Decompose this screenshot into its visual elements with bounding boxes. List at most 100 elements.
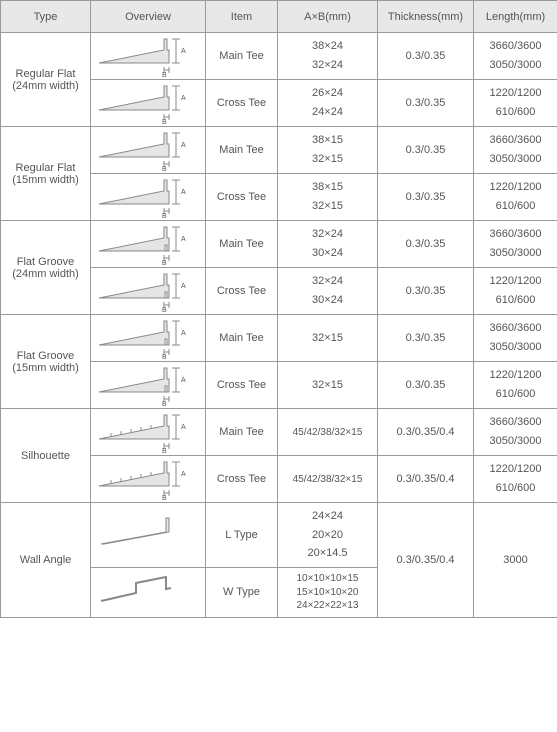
header-thickness: Thickness(mm) [378, 1, 474, 33]
svg-text:A: A [181, 283, 186, 290]
header-type: Type [1, 1, 91, 33]
table-row: Wall Angle L Type 24×24 20×20 20×14.5 0.… [1, 503, 557, 568]
svg-text:B: B [162, 307, 167, 312]
length-value: 1220/1200 [490, 275, 542, 287]
item-cell: Cross Tee [206, 362, 278, 409]
ab-value: 20×20 [312, 529, 343, 541]
ab-cell: 32×15 [278, 362, 378, 409]
thickness-cell: 0.3/0.35/0.4 [378, 409, 474, 456]
silhouette-profile-icon: A B [96, 458, 201, 500]
header-item: Item [206, 1, 278, 33]
length-cell: 1220/1200 610/600 [474, 268, 557, 315]
table-row: Flat Groove (24mm width) A B Main Tee 32… [1, 221, 557, 268]
svg-text:A: A [181, 236, 186, 243]
ab-cell: 38×15 32×15 [278, 174, 378, 221]
l-angle-profile-icon [96, 514, 201, 556]
item-cell: Main Tee [206, 33, 278, 80]
header-row: Type Overview Item A×B(mm) Thickness(mm)… [1, 1, 557, 33]
groove-profile-icon: A B [96, 270, 201, 312]
ab-value: 38×15 [312, 181, 343, 193]
ab-value: 38×24 [312, 40, 343, 52]
length-value: 610/600 [496, 388, 536, 400]
ab-cell: 45/42/38/32×15 [278, 409, 378, 456]
type-cell: Regular Flat (24mm width) [1, 33, 91, 127]
tee-profile-icon: A B [96, 35, 201, 77]
length-cell: 1220/1200 610/600 [474, 456, 557, 503]
ab-cell: 32×24 30×24 [278, 268, 378, 315]
length-value: 610/600 [496, 106, 536, 118]
overview-cell: A B [91, 174, 206, 221]
length-value: 1220/1200 [490, 87, 542, 99]
item-cell: W Type [206, 568, 278, 618]
length-cell: 3660/3600 3050/3000 [474, 409, 557, 456]
groove-profile-icon: A B [96, 317, 201, 359]
ab-cell: 38×24 32×24 [278, 33, 378, 80]
tee-profile-icon: A B [96, 82, 201, 124]
thickness-cell: 0.3/0.35 [378, 315, 474, 362]
item-cell: Cross Tee [206, 268, 278, 315]
silhouette-profile-icon: A B [96, 411, 201, 453]
svg-text:B: B [162, 72, 167, 77]
table-row: Silhouette A B Main Tee 45/42/38/32×15 0… [1, 409, 557, 456]
type-line1: Regular Flat [16, 68, 76, 80]
length-cell: 1220/1200 610/600 [474, 80, 557, 127]
ab-value: 32×24 [312, 59, 343, 71]
svg-text:B: B [162, 119, 167, 124]
svg-text:A: A [181, 330, 186, 337]
ab-cell: 10×10×10×15 15×10×10×20 24×22×22×13 [278, 568, 378, 618]
length-cell: 3660/3600 3050/3000 [474, 33, 557, 80]
thickness-cell: 0.3/0.35/0.4 [378, 456, 474, 503]
ab-cell: 24×24 20×20 20×14.5 [278, 503, 378, 568]
length-value: 3660/3600 [490, 134, 542, 146]
length-value: 3050/3000 [490, 247, 542, 259]
thickness-cell: 0.3/0.35 [378, 362, 474, 409]
ab-value: 32×15 [312, 200, 343, 212]
length-value: 3660/3600 [490, 416, 542, 428]
item-cell: Main Tee [206, 127, 278, 174]
groove-profile-icon: A B [96, 223, 201, 265]
svg-text:B: B [162, 213, 167, 218]
overview-cell: A B [91, 80, 206, 127]
w-angle-profile-icon [96, 571, 201, 613]
length-value: 1220/1200 [490, 369, 542, 381]
length-cell: 3660/3600 3050/3000 [474, 315, 557, 362]
length-value: 1220/1200 [490, 181, 542, 193]
overview-cell: A B [91, 456, 206, 503]
svg-text:B: B [162, 401, 167, 406]
overview-cell: A B [91, 221, 206, 268]
type-line2: (24mm width) [12, 80, 79, 92]
ab-value: 38×15 [312, 134, 343, 146]
ab-value: 15×10×10×20 [296, 587, 358, 598]
ab-value: 32×24 [312, 275, 343, 287]
item-cell: Main Tee [206, 221, 278, 268]
overview-cell: A B [91, 33, 206, 80]
thickness-cell: 0.3/0.35 [378, 221, 474, 268]
length-cell: 3000 [474, 503, 557, 618]
ab-value: 20×14.5 [307, 547, 347, 559]
svg-text:A: A [181, 377, 186, 384]
length-value: 3660/3600 [490, 40, 542, 52]
length-value: 3050/3000 [490, 59, 542, 71]
svg-text:A: A [181, 48, 186, 55]
thickness-cell: 0.3/0.35 [378, 33, 474, 80]
ab-cell: 38×15 32×15 [278, 127, 378, 174]
item-cell: Cross Tee [206, 80, 278, 127]
type-cell: Silhouette [1, 409, 91, 503]
ab-value: 30×24 [312, 294, 343, 306]
thickness-cell: 0.3/0.35 [378, 268, 474, 315]
length-value: 610/600 [496, 200, 536, 212]
svg-text:B: B [162, 495, 167, 500]
tee-profile-icon: A B [96, 129, 201, 171]
svg-text:A: A [181, 471, 186, 478]
header-length: Length(mm) [474, 1, 557, 33]
table-row: Regular Flat (24mm width) A B Main Tee 3… [1, 33, 557, 80]
groove-profile-icon: A B [96, 364, 201, 406]
length-cell: 1220/1200 610/600 [474, 362, 557, 409]
type-line1: Regular Flat [16, 162, 76, 174]
ab-cell: 26×24 24×24 [278, 80, 378, 127]
type-cell: Flat Groove (15mm width) [1, 315, 91, 409]
length-cell: 1220/1200 610/600 [474, 174, 557, 221]
header-ab: A×B(mm) [278, 1, 378, 33]
length-value: 610/600 [496, 294, 536, 306]
svg-text:A: A [181, 95, 186, 102]
